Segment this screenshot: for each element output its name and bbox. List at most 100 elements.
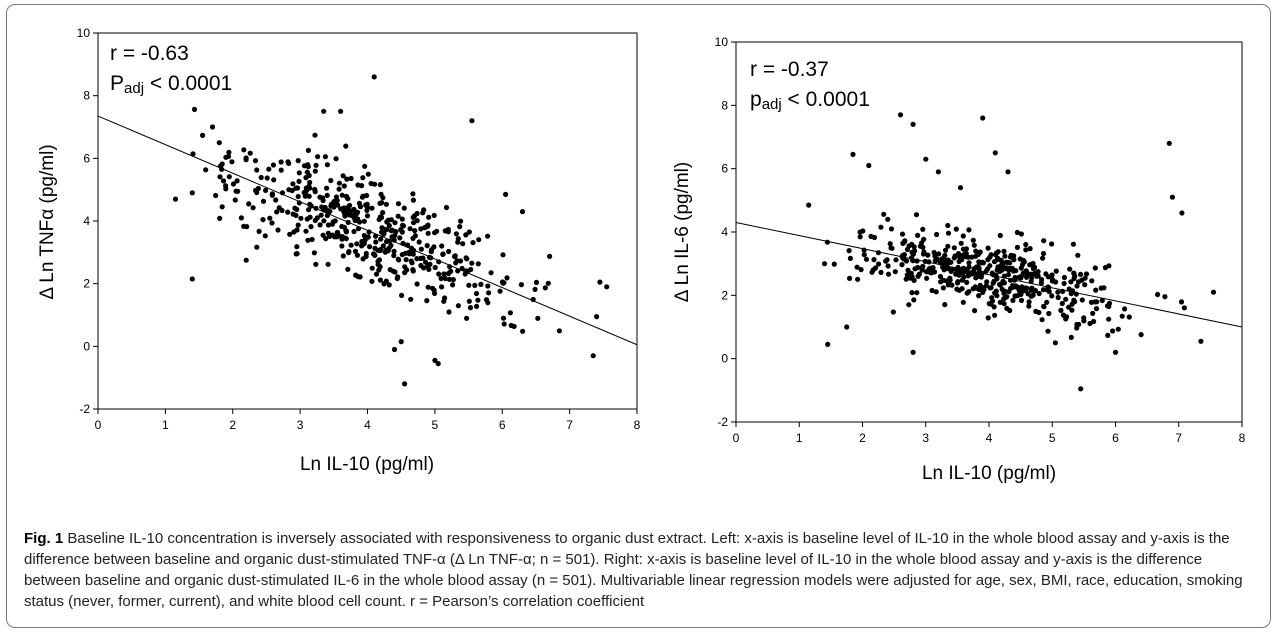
data-point: [993, 288, 999, 294]
x-tick-label: 3: [922, 431, 929, 445]
data-point: [247, 150, 253, 156]
data-point: [889, 245, 895, 251]
data-point: [293, 185, 299, 191]
data-point: [352, 248, 359, 254]
data-point: [339, 223, 345, 230]
data-point: [1014, 229, 1021, 236]
data-point: [1178, 299, 1185, 305]
data-point: [876, 261, 882, 267]
data-point: [893, 257, 899, 263]
data-point: [317, 194, 323, 200]
data-point: [1039, 277, 1045, 283]
data-point: [287, 231, 293, 237]
data-point: [459, 265, 465, 272]
data-point: [1007, 260, 1013, 266]
data-point: [418, 246, 424, 252]
y-tick-label: -2: [717, 415, 728, 429]
data-point: [260, 198, 267, 204]
data-point: [1018, 231, 1024, 237]
data-point: [470, 240, 476, 246]
data-point: [1155, 291, 1161, 298]
data-point: [373, 271, 380, 277]
data-point: [189, 276, 195, 282]
data-point: [1162, 294, 1168, 300]
data-point: [547, 253, 553, 259]
data-point: [388, 242, 394, 249]
data-point: [450, 277, 456, 283]
data-point: [452, 253, 458, 259]
figure-caption-text: Baseline IL-10 concentration is inversel…: [24, 530, 1243, 610]
figure-label: Fig. 1: [24, 530, 64, 547]
data-point: [937, 260, 943, 266]
data-point: [1079, 277, 1085, 283]
data-point: [414, 210, 420, 217]
data-point: [1016, 287, 1022, 294]
data-point: [1087, 320, 1093, 327]
data-point: [878, 269, 884, 275]
data-point: [355, 209, 361, 215]
data-point: [321, 218, 327, 224]
data-point: [405, 242, 411, 248]
data-point: [955, 279, 961, 285]
data-point: [230, 181, 237, 187]
data-point: [1055, 294, 1061, 301]
data-point: [391, 248, 397, 254]
data-point: [989, 295, 995, 301]
data-point: [406, 251, 412, 257]
data-point: [1210, 289, 1217, 295]
data-point: [1049, 241, 1055, 247]
data-point: [351, 206, 357, 212]
data-point: [1049, 272, 1055, 278]
data-point: [1000, 278, 1006, 284]
data-point: [985, 315, 991, 321]
data-point: [940, 264, 946, 270]
data-point: [246, 201, 252, 207]
data-point: [263, 187, 269, 193]
data-point: [410, 251, 416, 257]
data-point: [309, 236, 315, 243]
data-point: [439, 243, 445, 249]
data-point: [951, 245, 957, 251]
data-point: [430, 285, 436, 291]
data-point: [391, 237, 397, 243]
data-point: [355, 182, 361, 188]
data-point: [296, 200, 302, 206]
data-point: [421, 207, 427, 213]
data-point: [1036, 309, 1042, 316]
data-point: [1044, 299, 1050, 305]
data-point: [466, 229, 472, 235]
data-point: [1046, 310, 1052, 317]
data-point: [1105, 332, 1111, 338]
right-r-value: r = -0.37: [750, 58, 829, 81]
data-point: [314, 215, 320, 221]
data-point: [1018, 275, 1024, 281]
data-point: [325, 261, 331, 267]
data-point: [377, 200, 383, 206]
data-point: [990, 280, 996, 286]
data-point: [933, 289, 939, 295]
left-r-value: r = -0.63: [110, 42, 189, 65]
data-point: [887, 241, 893, 247]
data-point: [279, 190, 286, 196]
data-point: [353, 272, 359, 278]
data-point: [942, 302, 948, 308]
data-point: [1119, 313, 1125, 319]
data-point: [315, 154, 321, 160]
data-point: [366, 229, 372, 235]
data-point: [250, 205, 256, 211]
data-point: [424, 298, 430, 304]
data-point: [255, 185, 261, 192]
data-point: [1060, 288, 1066, 294]
x-tick-label: 7: [1175, 431, 1182, 445]
data-point: [372, 233, 379, 239]
data-point: [359, 194, 365, 200]
data-point: [333, 156, 339, 162]
x-tick-label: 0: [95, 418, 102, 432]
data-point: [1166, 140, 1172, 146]
data-point: [904, 272, 910, 278]
data-point: [963, 246, 970, 252]
right-axis-ticks: 0 1 2 3 4 5 6 7 8 -2 0 2 4 6 8 10: [715, 35, 1246, 445]
data-point: [961, 274, 967, 280]
data-point: [966, 227, 972, 233]
data-point: [303, 228, 309, 234]
